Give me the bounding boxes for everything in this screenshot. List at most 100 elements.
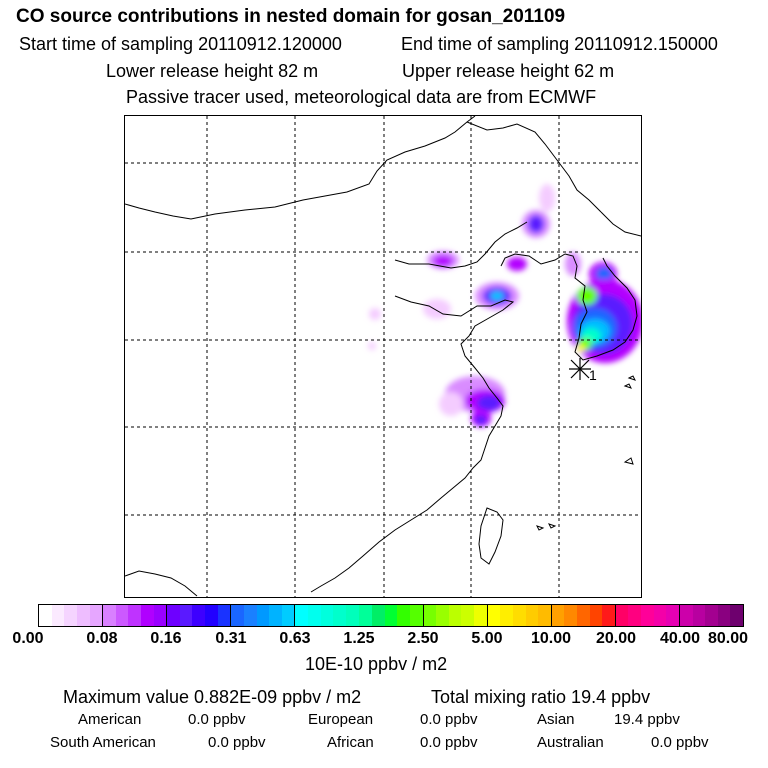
colorbar-swatch <box>231 605 244 626</box>
colorbar-swatch <box>448 605 462 626</box>
colorbar-swatch <box>89 605 103 626</box>
receptor-label: 1 <box>589 367 597 383</box>
colorbar-bin <box>679 605 744 626</box>
colorbar-bin <box>359 605 424 626</box>
receptor-asterisk-icon <box>569 358 591 380</box>
colorbar-tick-label: 20.00 <box>595 630 637 647</box>
colorbar-bin <box>423 605 488 626</box>
total-mixing-ratio: Total mixing ratio 19.4 ppbv <box>431 687 651 707</box>
korea-coast <box>564 253 638 361</box>
colorbar-swatch <box>217 605 231 626</box>
tracer-note: Passive tracer used, meteorological data… <box>126 87 597 107</box>
colorbar-swatch <box>103 605 116 626</box>
colorbar-swatch <box>359 605 373 626</box>
plume-north-faint <box>539 184 555 212</box>
colorbar-swatch <box>320 605 334 626</box>
colorbar-swatch <box>140 605 154 626</box>
colorbar-swatch <box>577 605 590 626</box>
south-american-value: 0.0 ppbv <box>208 734 266 751</box>
colorbar-tick-label: 80.00 <box>707 630 749 647</box>
colorbar-tick-label: 40.00 <box>659 630 701 647</box>
colorbar-swatch <box>589 605 603 626</box>
south-american-label: South American <box>50 734 156 751</box>
colorbar-bin <box>551 605 616 626</box>
colorbar <box>38 604 744 627</box>
colorbar-swatch <box>281 605 295 626</box>
colorbar-swatch <box>679 605 693 626</box>
colorbar-swatch <box>179 605 193 626</box>
colorbar-swatch <box>705 605 718 626</box>
colorbar-swatch <box>397 605 410 626</box>
colorbar-swatch <box>717 605 731 626</box>
colorbar-swatch <box>551 605 565 626</box>
american-value: 0.0 ppbv <box>188 711 246 728</box>
colorbar-swatch <box>308 605 321 626</box>
colorbar-swatch <box>243 605 257 626</box>
colorbar-swatch <box>372 605 385 626</box>
american-label: American <box>78 711 142 728</box>
maximum-value: Maximum value 0.882E-09 ppbv / m2 <box>63 687 362 707</box>
asian-value: 19.4 ppbv <box>614 711 680 728</box>
colorbar-bin <box>295 605 360 626</box>
shandong-coast <box>310 295 515 593</box>
colorbar-tick-label: 0.63 <box>279 630 311 647</box>
plume-bohai-faint <box>423 299 451 319</box>
african-value: 0.0 ppbv <box>420 734 478 751</box>
colorbar-swatch <box>615 605 629 626</box>
asian-label: Asian <box>537 711 575 728</box>
colorbar-swatch <box>51 605 65 626</box>
colorbar-swatch <box>39 605 52 626</box>
end-sampling-time: End time of sampling 20110912.150000 <box>401 34 718 54</box>
coastlines <box>125 116 641 597</box>
colorbar-swatch <box>76 605 90 626</box>
colorbar-tick-label: 2.50 <box>407 630 439 647</box>
map-panel: 1 <box>124 115 642 598</box>
colorbar-swatch <box>461 605 475 626</box>
colorbar-swatch <box>423 605 437 626</box>
colorbar-swatch <box>192 605 206 626</box>
colorbar-swatch <box>666 605 679 626</box>
colorbar-swatch <box>333 605 346 626</box>
colorbar-swatch <box>500 605 513 626</box>
plume-liaodong <box>507 257 527 271</box>
colorbar-swatch <box>436 605 449 626</box>
colorbar-bin <box>103 605 168 626</box>
map-canvas: 1 <box>125 116 641 597</box>
colorbar-swatch <box>384 605 398 626</box>
taiwan-island <box>478 507 504 565</box>
china-korea-border <box>600 211 641 237</box>
colorbar-tick-label: 10.00 <box>530 630 572 647</box>
colorbar-swatch <box>602 605 615 626</box>
start-sampling-time: Start time of sampling 20110912.120000 <box>19 34 342 54</box>
lat-lon-grid <box>125 116 641 597</box>
concentration-field <box>368 184 641 427</box>
colorbar-swatch <box>628 605 642 626</box>
colorbar-swatch <box>409 605 423 626</box>
australian-value: 0.0 ppbv <box>651 734 709 751</box>
colorbar-swatch <box>153 605 167 626</box>
colorbar-swatch <box>692 605 706 626</box>
colorbar-swatch <box>538 605 551 626</box>
northern-border <box>125 116 476 220</box>
colorbar-swatch <box>205 605 218 626</box>
colorbar-tick-label: 0.16 <box>150 630 182 647</box>
colorbar-swatch <box>345 605 359 626</box>
colorbar-swatch <box>653 605 667 626</box>
colorbar-swatch <box>512 605 526 626</box>
lower-release-height: Lower release height 82 m <box>106 61 319 81</box>
colorbar-tick-label: 0.08 <box>86 630 118 647</box>
european-label: European <box>308 711 374 728</box>
colorbar-swatch <box>128 605 141 626</box>
colorbar-bin <box>487 605 552 626</box>
colorbar-bin <box>39 605 104 626</box>
colorbar-swatch <box>641 605 654 626</box>
colorbar-swatch <box>730 605 744 626</box>
colorbar-swatch <box>564 605 577 626</box>
colorbar-bin <box>231 605 296 626</box>
colorbar-tick-label: 0.31 <box>215 630 247 647</box>
upper-release-height: Upper release height 62 m <box>402 61 615 81</box>
colorbar-tick-label: 0.00 <box>12 630 44 647</box>
colorbar-tick-label: 5.00 <box>471 630 503 647</box>
australian-label: Australian <box>537 734 604 751</box>
colorbar-bin <box>615 605 680 626</box>
